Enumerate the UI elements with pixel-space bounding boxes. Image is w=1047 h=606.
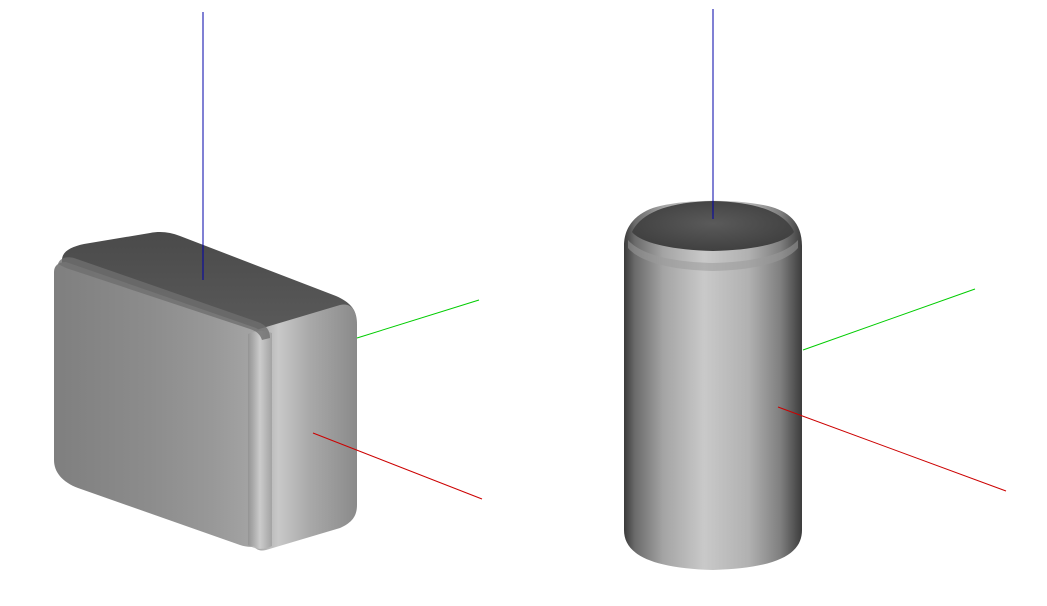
cylinder-y-axis	[802, 288, 976, 351]
box-axes	[202, 12, 483, 500]
cylinder-top-cap	[632, 201, 794, 251]
box-side-face	[252, 304, 357, 551]
capsule-cylinder[interactable]	[624, 200, 802, 570]
box-top-edge	[58, 257, 270, 340]
rounded-box[interactable]	[54, 232, 357, 551]
cylinder-body	[624, 200, 802, 570]
cylinder-x-axis	[777, 406, 1007, 492]
box-front-face	[54, 262, 264, 547]
box-top-face	[62, 232, 356, 345]
box-edge-highlight	[248, 330, 272, 549]
box-y-axis	[356, 299, 480, 339]
box-x-axis	[312, 432, 483, 500]
cylinder-axes	[712, 9, 1007, 492]
cylinder-rim	[628, 240, 798, 271]
